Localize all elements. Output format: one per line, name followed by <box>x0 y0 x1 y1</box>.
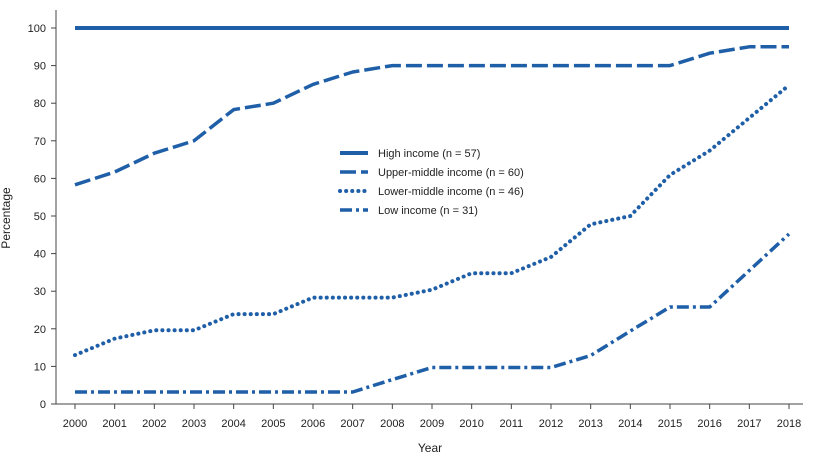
legend-label: Low income (n = 31) <box>378 205 478 217</box>
legend-label: Upper-middle income (n = 60) <box>378 167 524 179</box>
x-tick-label: 2015 <box>658 418 682 430</box>
x-tick-label: 2009 <box>420 418 444 430</box>
y-tick-label: 50 <box>34 211 46 223</box>
x-tick-label: 2004 <box>221 418 245 430</box>
y-tick-label: 30 <box>34 286 46 298</box>
legend-label: Lower-middle income (n = 46) <box>378 186 524 198</box>
series-line-dotted <box>73 83 791 358</box>
x-tick-label: 2008 <box>380 418 404 430</box>
x-tick-label: 2006 <box>301 418 325 430</box>
legend: High income (n = 57) Upper-middle income … <box>338 148 524 217</box>
x-tick-label: 2002 <box>142 418 166 430</box>
x-tick-label: 2018 <box>777 418 801 430</box>
y-tick-label: 10 <box>34 361 46 373</box>
x-axis-ticks: 2000 2001 2002 2003 2004 2005 2006 2007 2008 2009… <box>63 404 801 430</box>
series-line-dashdot <box>75 232 791 394</box>
x-tick-label: 2017 <box>737 418 761 430</box>
x-tick-label: 2012 <box>539 418 563 430</box>
x-tick-label: 2010 <box>459 418 483 430</box>
y-tick-label: 90 <box>34 61 46 73</box>
y-axis-ticks: 0 10 20 30 40 50 60 70 80 90 100 <box>28 23 56 411</box>
axes <box>55 10 803 405</box>
y-tick-label: 40 <box>34 249 46 261</box>
y-tick-label: 80 <box>34 98 46 110</box>
y-tick-label: 70 <box>34 136 46 148</box>
x-tick-label: 2011 <box>500 418 524 430</box>
x-tick-label: 2005 <box>261 418 285 430</box>
x-tick-label: 2000 <box>63 418 87 430</box>
y-tick-label: 100 <box>28 23 46 35</box>
x-tick-label: 2001 <box>102 418 126 430</box>
y-tick-label: 60 <box>34 173 46 185</box>
y-tick-label: 20 <box>34 324 46 336</box>
x-tick-label: 2007 <box>340 418 364 430</box>
y-axis-title: Percentage <box>0 187 13 249</box>
series-line-dashed <box>74 45 789 187</box>
legend-label: High income (n = 57) <box>378 148 480 160</box>
x-tick-label: 2016 <box>697 418 721 430</box>
x-tick-label: 2014 <box>618 418 642 430</box>
x-tick-label: 2013 <box>578 418 602 430</box>
x-axis-title: Year <box>418 441 442 455</box>
x-tick-label: 2003 <box>182 418 206 430</box>
y-tick-label: 0 <box>40 399 46 411</box>
series-lines <box>73 26 791 394</box>
